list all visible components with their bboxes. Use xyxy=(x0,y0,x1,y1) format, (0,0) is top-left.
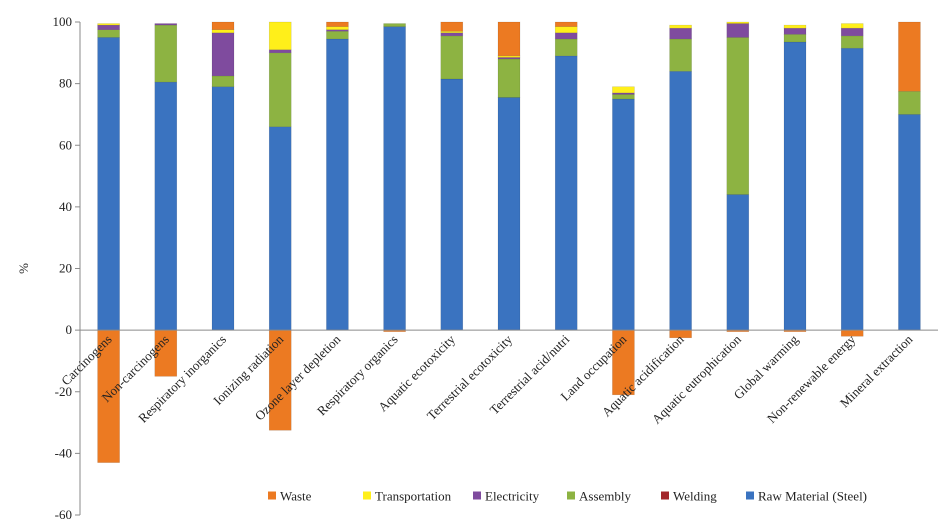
bar-segment xyxy=(97,29,120,38)
bar-segment xyxy=(726,23,750,38)
bar-segment xyxy=(97,37,120,331)
bar-segment xyxy=(97,24,120,30)
bar-segment xyxy=(554,38,578,57)
bar-segment xyxy=(554,55,578,331)
legend-label: Assembly xyxy=(579,489,632,504)
bar-segment xyxy=(326,30,349,40)
bar-segment xyxy=(726,194,750,331)
y-tick-label: -40 xyxy=(55,445,72,460)
legend-label: Electricity xyxy=(485,489,540,504)
bar-segment xyxy=(669,24,692,29)
bar-segment xyxy=(554,21,578,27)
bar-segment xyxy=(612,86,635,94)
y-tick-label: -20 xyxy=(55,384,72,399)
bar-segment xyxy=(783,24,807,29)
bar-segment xyxy=(726,37,750,195)
y-tick-label: 80 xyxy=(59,76,72,91)
bar-segment xyxy=(669,27,692,40)
bar-segment xyxy=(154,24,178,83)
bar-segment xyxy=(97,23,120,26)
bar-segment xyxy=(497,97,521,331)
legend-label: Waste xyxy=(280,489,312,504)
bar-segment xyxy=(898,21,921,92)
bar-segment xyxy=(840,47,864,331)
bar-segment xyxy=(440,78,464,331)
bar-segment xyxy=(669,38,692,72)
bar-segment xyxy=(840,27,864,37)
bar-segment xyxy=(383,26,406,331)
bar-segment xyxy=(554,26,578,34)
legend-swatch xyxy=(363,491,371,500)
bar-segment xyxy=(326,21,349,27)
bar-segment xyxy=(898,91,921,115)
bar-segment xyxy=(211,21,235,30)
bar-segment xyxy=(383,23,406,27)
y-tick-label: 60 xyxy=(59,137,72,152)
bar-segment xyxy=(440,35,464,80)
legend-swatch xyxy=(473,491,481,500)
bar-segment xyxy=(326,38,349,331)
y-tick-label: 100 xyxy=(53,14,73,29)
bar-segment xyxy=(326,26,349,30)
bar-segment xyxy=(726,21,750,24)
bar-segment xyxy=(154,23,178,26)
bar-segment xyxy=(154,81,178,331)
bar-segment xyxy=(211,75,235,87)
y-axis-title: % xyxy=(16,263,31,274)
bar-segment xyxy=(898,114,921,331)
bar-segment xyxy=(783,41,807,331)
legend-label: Welding xyxy=(673,489,717,504)
bar-segment xyxy=(612,98,635,331)
legend-swatch xyxy=(268,491,276,500)
bar-segment xyxy=(211,32,235,77)
y-tick-label: 0 xyxy=(66,322,73,337)
y-tick-label: 20 xyxy=(59,261,72,276)
legend-label: Raw Material (Steel) xyxy=(758,489,867,504)
bar-segment xyxy=(268,21,292,50)
bar-segment xyxy=(840,23,864,29)
bar-segment xyxy=(497,21,521,57)
bar-segment xyxy=(211,86,235,331)
bar-segment xyxy=(669,71,692,331)
bar-segment xyxy=(268,49,292,54)
bar-segment xyxy=(440,32,464,37)
bar-segment xyxy=(783,27,807,35)
y-tick-label: 40 xyxy=(59,199,72,214)
bar-segment xyxy=(612,94,635,100)
bar-segment xyxy=(440,21,464,32)
bar-segment xyxy=(497,58,521,98)
bar-segment xyxy=(268,126,292,331)
legend-swatch xyxy=(661,491,669,500)
legend-label: Transportation xyxy=(375,489,452,504)
bar-segment xyxy=(268,52,292,128)
bar-segment xyxy=(783,34,807,43)
bar-segment xyxy=(554,32,578,40)
bar-segment xyxy=(840,35,864,49)
y-tick-label: -60 xyxy=(55,507,72,522)
legend-swatch xyxy=(567,491,575,500)
legend-swatch xyxy=(746,491,754,500)
bar-segment xyxy=(211,29,235,34)
